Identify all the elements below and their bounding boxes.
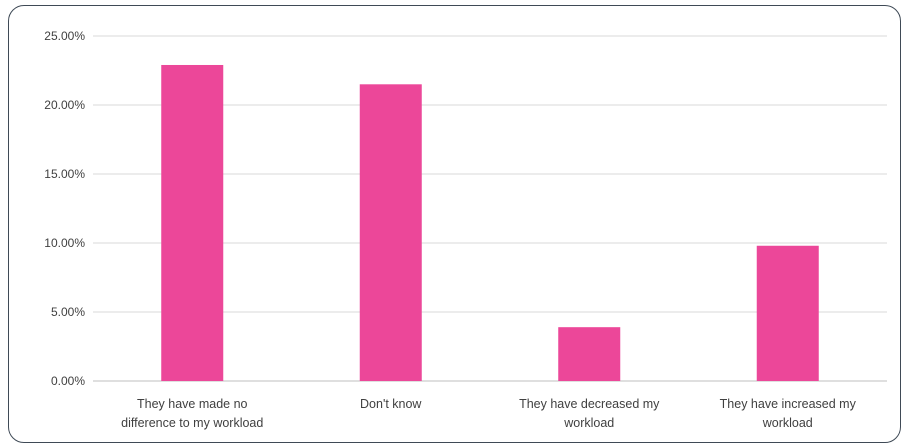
x-category-label: They have made no difference to my worklo… <box>121 397 263 430</box>
bar <box>359 84 422 382</box>
x-category-label: They have decreased my workload <box>519 397 660 430</box>
bar <box>558 327 621 381</box>
x-category-label: They have increased my workload <box>720 397 857 430</box>
y-tick-label: 15.00% <box>44 167 85 181</box>
bar <box>161 64 224 382</box>
chart-frame: 0.00% 5.00% 10.00% 15.00% 20.00% 25.00% They … <box>8 5 901 443</box>
y-tick-label: 10.00% <box>44 236 85 250</box>
y-tick-label: 25.00% <box>44 29 85 43</box>
y-tick-label: 20.00% <box>44 98 85 112</box>
gridlines <box>93 35 887 382</box>
bar-chart: 0.00% 5.00% 10.00% 15.00% 20.00% 25.00% They … <box>44 29 887 430</box>
bars <box>161 64 819 382</box>
y-axis-ticks: 0.00% 5.00% 10.00% 15.00% 20.00% 25.00% <box>44 29 85 388</box>
x-category-label: Don't know <box>360 397 422 411</box>
x-axis-category-labels: They have made no difference to my worklo… <box>121 397 856 430</box>
y-tick-label: 5.00% <box>51 305 85 319</box>
bar <box>756 245 819 381</box>
y-tick-label: 0.00% <box>51 374 85 388</box>
